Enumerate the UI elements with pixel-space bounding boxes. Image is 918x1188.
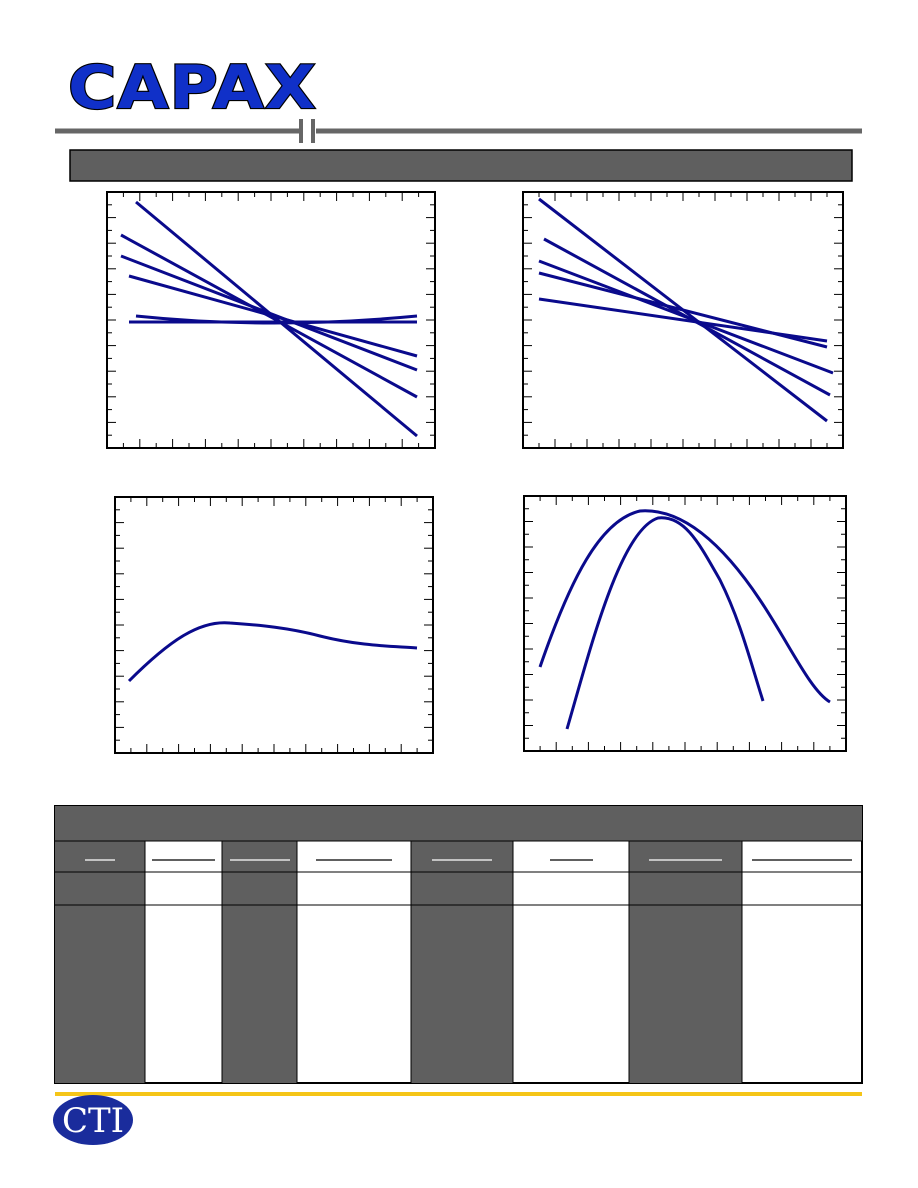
chart-frame — [114, 496, 434, 754]
charts — [106, 191, 847, 754]
section-banner — [69, 149, 853, 182]
curve — [538, 297, 828, 343]
table-column — [55, 841, 145, 1083]
table-header — [55, 806, 862, 841]
table-column — [629, 841, 742, 1083]
curve — [120, 254, 418, 372]
table-column — [222, 841, 297, 1083]
curve — [538, 509, 831, 704]
chart-frame — [523, 495, 847, 752]
curve — [127, 621, 418, 683]
curve — [565, 516, 765, 730]
spec-table — [54, 805, 863, 1084]
curve — [128, 274, 418, 358]
column-lines — [144, 841, 743, 1083]
table-column — [411, 841, 513, 1083]
brand-logo: CAPAX — [68, 53, 317, 122]
footer-logo-badge — [53, 1095, 133, 1145]
curve — [538, 259, 834, 375]
footer-logo: CTI — [62, 1101, 124, 1141]
curve — [135, 314, 418, 325]
curves — [120, 197, 834, 730]
